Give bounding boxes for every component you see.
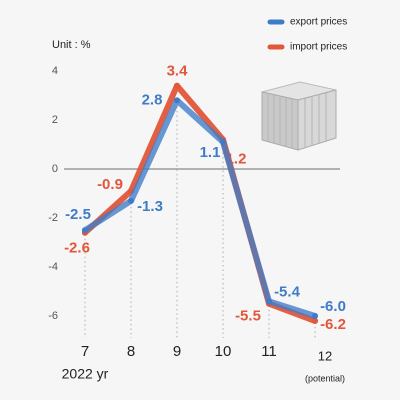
x-tick-label: 9 xyxy=(173,343,181,360)
point xyxy=(312,317,318,324)
legend-label: import prices xyxy=(290,42,347,53)
data-label: -5.5 xyxy=(235,308,261,325)
y-tick-label: -4 xyxy=(48,261,58,273)
y-tick-label: 2 xyxy=(52,114,58,126)
data-label: -1.3 xyxy=(137,198,163,215)
unit-label: Unit : % xyxy=(52,39,91,51)
y-tick-label: 4 xyxy=(52,65,58,77)
annotation: (potential) xyxy=(305,373,345,383)
legend-label: export prices xyxy=(290,17,347,28)
data-label: -2.5 xyxy=(65,206,91,223)
y-tick-label: -6 xyxy=(48,310,58,322)
x-tick-label: 12 xyxy=(318,348,332,363)
x-tick-label: 7 xyxy=(81,343,89,360)
data-label: 2.8 xyxy=(142,91,163,108)
data-label: -5.4 xyxy=(274,283,301,300)
data-label: -2.6 xyxy=(64,240,90,257)
y-tick-label: 0 xyxy=(52,163,58,175)
data-label: 3.4 xyxy=(167,63,189,80)
series-line xyxy=(82,97,318,319)
point xyxy=(174,82,180,89)
data-label: 1.1 xyxy=(200,144,221,161)
x-tick-label: 8 xyxy=(127,343,135,360)
point xyxy=(266,298,272,305)
point xyxy=(128,197,134,204)
point xyxy=(174,97,180,104)
y-tick-label: -2 xyxy=(48,212,58,224)
x-tick-label: 10 xyxy=(215,343,232,360)
annotation: 2022 yr xyxy=(62,366,109,382)
data-label: -0.9 xyxy=(97,176,123,193)
data-label: -6.2 xyxy=(320,316,346,333)
point xyxy=(220,139,226,146)
container-icon xyxy=(261,81,337,151)
point xyxy=(82,227,88,234)
point xyxy=(312,313,318,319)
data-label: -6.0 xyxy=(320,298,346,315)
x-tick-label: 11 xyxy=(261,343,277,360)
